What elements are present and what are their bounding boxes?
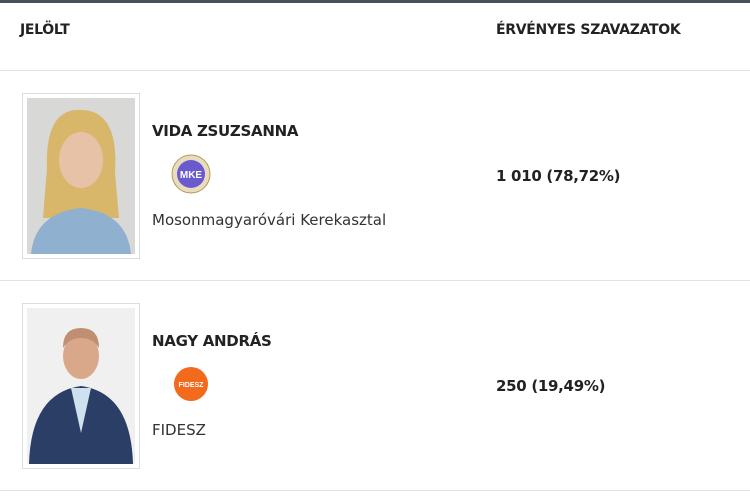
top-bar (0, 0, 750, 3)
table-header: JELÖLT ÉRVÉNYES SZAVAZATOK (0, 0, 750, 71)
svg-text:MKE: MKE (180, 170, 203, 181)
table-row: NAGY ANDRÁS FIDESZ FIDESZ 250 (19,49%) (0, 281, 750, 491)
table-row: VIDA ZSUZSANNA MKE Mosonmagyaróvári Kere… (0, 71, 750, 281)
candidate-photo (22, 303, 140, 469)
party-name: Mosonmagyaróvári Kerekasztal (152, 211, 387, 229)
candidate-name: VIDA ZSUZSANNA (152, 122, 299, 140)
party-logo: FIDESZ (171, 364, 211, 404)
party-logo: MKE (171, 154, 211, 194)
svg-text:FIDESZ: FIDESZ (179, 382, 205, 389)
candidate-photo (22, 93, 140, 259)
candidate-name: NAGY ANDRÁS (152, 332, 272, 350)
party-name: FIDESZ (152, 421, 206, 439)
column-header-votes: ÉRVÉNYES SZAVAZATOK (496, 22, 681, 38)
vote-count: 250 (19,49%) (496, 377, 606, 395)
vote-count: 1 010 (78,72%) (496, 167, 621, 185)
column-header-candidate: JELÖLT (20, 22, 70, 38)
